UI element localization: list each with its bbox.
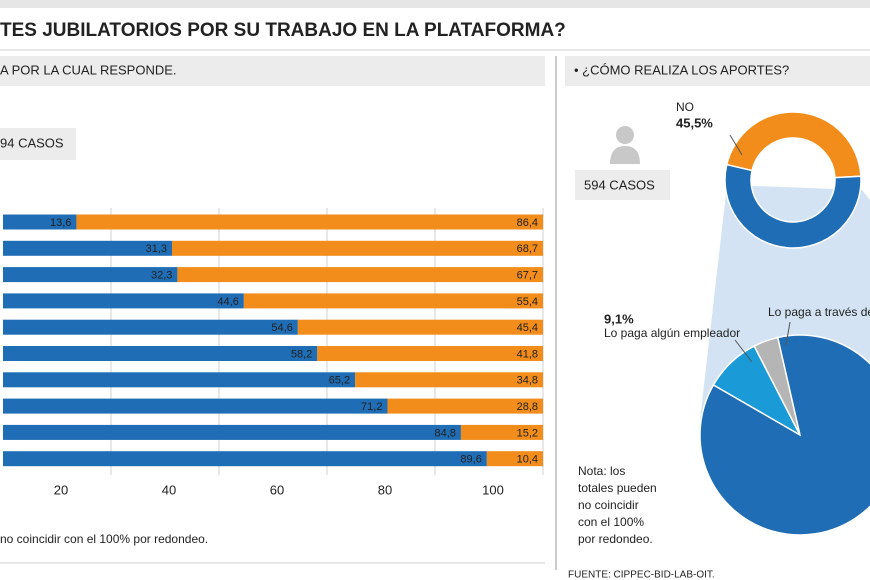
value-label: 15,2 [517,427,538,439]
leader-line [734,339,753,363]
pie-slice [699,334,870,536]
bar-segment [172,240,543,256]
right-subtitle: • ¿CÓMO REALIZA LOS APORTES? [574,62,789,77]
bar-segment [3,372,356,388]
right-cases: 594 CASOS [584,177,655,192]
bar-segment [317,346,543,361]
donut-slice [724,163,862,249]
donut-slice [725,111,862,179]
bar-segment [460,424,543,440]
value-label: 54,6 [271,322,292,334]
note-line: no coincidir [578,498,639,512]
slice-value: 9,1% [604,311,634,326]
value-label: 10,4 [517,454,538,466]
left-subtitle: A POR LA CUAL RESPONDE. [0,62,177,77]
value-label: 32,3 [151,270,172,282]
x-tick-label: 20 [54,482,68,497]
value-label: 67,7 [517,270,538,282]
bar-segment [3,346,318,361]
value-label: 41,8 [517,348,538,360]
value-label: 28,8 [517,401,538,413]
leader-line [785,321,791,346]
title: TES JUBILATORIOS POR SU TRABAJO EN LA PL… [0,20,566,41]
left-note: no coincidir con el 100% por redondeo. [0,532,208,546]
value-label: 31,3 [146,243,167,255]
right-cases-box [575,170,670,200]
bar-segment [3,319,298,335]
x-tick-label: 100 [482,482,504,497]
note-line: con el 100% [578,515,644,529]
leader-line [729,134,743,156]
slice-value: 45,5% [676,115,713,130]
value-label: 84,8 [434,427,455,439]
value-label: 13,6 [50,217,71,229]
value-label: 89,6 [460,454,481,466]
bar-segment [3,267,178,283]
value-label: 55,4 [517,296,538,308]
bar-segment [3,398,388,414]
value-label: 45,4 [517,322,538,334]
value-label: 44,6 [217,296,238,308]
bar-segment [3,293,244,309]
note-line: Nota: los [578,464,625,478]
top-strip [0,0,870,8]
person-icon-body [610,146,640,164]
bar-segment [3,214,77,230]
x-tick-label: 80 [378,482,392,497]
bar-segment [243,293,543,309]
value-label: 68,7 [517,243,538,255]
bar-segment [3,240,173,256]
source: FUENTE: CIPPEC-BID-LAB-OIT. [568,570,715,580]
bar-segment [387,398,543,414]
note-line: totales pueden [578,481,657,495]
note-line: por redondeo. [578,532,653,546]
value-label: 86,4 [517,217,538,229]
value-label: 34,8 [517,375,538,387]
slice-label: Lo paga algún empleador [604,326,740,340]
bar-segment [177,267,544,283]
value-label: 65,2 [329,375,350,387]
bar-segment [3,451,487,467]
bar-segment [297,319,543,335]
left-cases-box [0,128,76,160]
bar-segment [486,451,543,467]
slice-label: Lo paga a través de [768,305,870,319]
value-label: 58,2 [291,348,312,360]
value-label: 71,2 [361,401,382,413]
bar-segment [355,372,543,388]
person-icon-head [616,126,634,144]
left-cases: 94 CASOS [0,135,64,150]
right-note: Nota: los totales pueden no coincidir con e… [578,464,657,546]
x-tick-label: 40 [162,482,176,497]
slice-label: NO [676,100,694,114]
bar-segment [3,424,461,440]
left-header [0,56,545,86]
bar-segment [76,214,543,230]
x-tick-label: 60 [270,482,284,497]
right-header [565,56,870,86]
